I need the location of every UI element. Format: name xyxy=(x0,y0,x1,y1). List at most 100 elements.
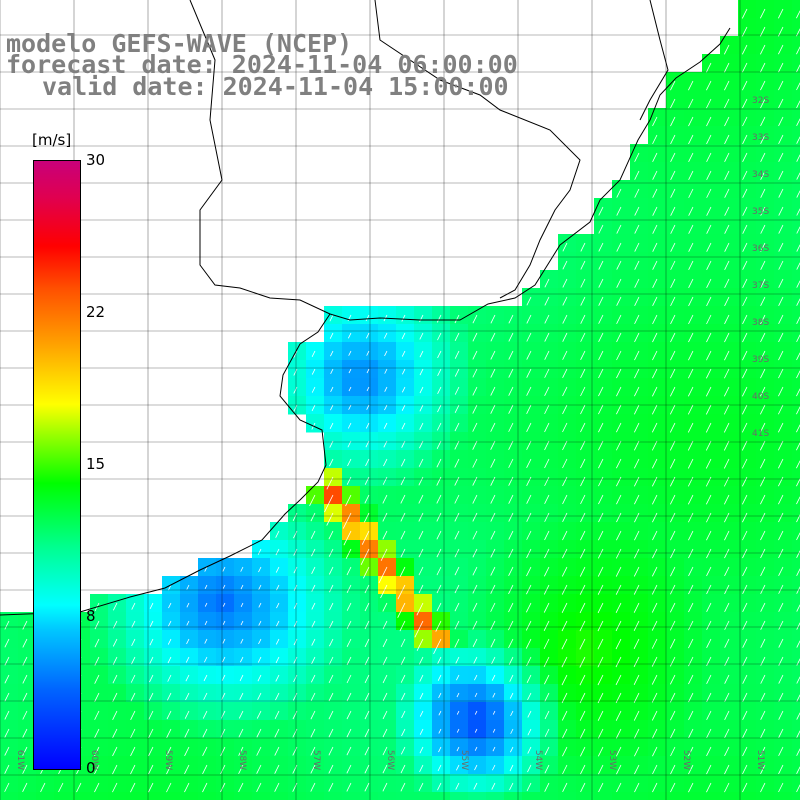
wind-arrow xyxy=(724,638,730,648)
wind-arrow xyxy=(796,550,800,559)
wind-arrow xyxy=(742,242,748,252)
wind-arrow xyxy=(438,746,442,753)
wind-arrow xyxy=(4,782,10,792)
wind-arrow xyxy=(274,728,280,738)
wind-arrow xyxy=(634,242,640,252)
wind-arrow xyxy=(616,494,622,505)
wind-speed-cell xyxy=(90,792,109,800)
wind-arrow xyxy=(490,314,496,324)
wind-arrow xyxy=(759,404,766,415)
wind-arrow xyxy=(778,764,784,775)
wind-arrow xyxy=(364,764,370,774)
wind-arrow xyxy=(760,782,766,793)
wind-arrow xyxy=(688,314,694,325)
wind-arrow xyxy=(168,620,172,627)
wind-arrow xyxy=(688,188,694,198)
wind-arrow xyxy=(778,674,784,684)
wind-arrow xyxy=(652,134,658,145)
wind-arrow xyxy=(669,602,676,613)
wind-arrow xyxy=(634,206,640,216)
wind-arrow xyxy=(184,764,190,775)
wind-arrow xyxy=(652,728,658,739)
wind-arrow xyxy=(437,782,442,791)
wind-arrow xyxy=(724,674,730,684)
wind-arrow xyxy=(397,602,406,618)
wind-speed-cell xyxy=(792,792,800,800)
wind-arrow xyxy=(328,764,334,774)
wind-arrow xyxy=(687,422,694,433)
wind-arrow xyxy=(258,584,262,590)
wind-speed-cell xyxy=(666,792,685,800)
wind-arrow xyxy=(796,64,800,73)
wind-arrow xyxy=(326,512,334,526)
wind-arrow xyxy=(597,566,604,577)
wind-arrow xyxy=(562,440,568,451)
wind-arrow xyxy=(724,512,730,523)
wind-arrow xyxy=(454,314,460,324)
wind-speed-cell xyxy=(792,576,800,595)
wind-arrow xyxy=(454,404,460,413)
wind-arrow xyxy=(508,440,514,450)
wind-arrow xyxy=(742,188,748,198)
wind-arrow xyxy=(238,746,244,756)
wind-arrow xyxy=(508,620,514,631)
wind-speed-cell xyxy=(756,792,775,800)
wind-arrow xyxy=(311,620,316,628)
wind-arrow xyxy=(741,386,748,397)
wind-arrow xyxy=(436,512,442,522)
wind-arrow xyxy=(670,332,676,343)
wind-arrow xyxy=(544,782,550,792)
wind-arrow xyxy=(706,296,712,307)
wind-arrow xyxy=(796,622,800,630)
wind-arrow xyxy=(382,674,388,684)
wind-arrow xyxy=(149,602,154,609)
wind-arrow xyxy=(328,566,334,575)
wind-arrow xyxy=(562,494,568,505)
wind-arrow xyxy=(561,620,568,632)
wind-arrow xyxy=(346,620,352,629)
wind-arrow xyxy=(724,314,730,325)
wind-arrow xyxy=(311,602,316,610)
wind-arrow xyxy=(796,460,800,469)
wind-arrow xyxy=(562,458,568,469)
wind-arrow xyxy=(760,206,766,216)
wind-arrow xyxy=(454,584,460,594)
wind-arrow xyxy=(778,386,784,397)
wind-arrow xyxy=(580,494,586,505)
wind-arrow xyxy=(454,530,460,540)
wind-arrow xyxy=(167,656,172,664)
wind-arrow xyxy=(112,674,118,684)
wind-arrow xyxy=(778,242,784,252)
wind-arrow xyxy=(598,332,604,343)
wind-arrow xyxy=(112,746,118,757)
wind-arrow xyxy=(491,782,496,790)
wind-arrow xyxy=(634,314,640,325)
wind-arrow xyxy=(580,512,586,523)
wind-arrow xyxy=(276,584,280,591)
wind-arrow xyxy=(724,746,730,757)
wind-arrow xyxy=(186,638,190,645)
wind-arrow xyxy=(526,422,532,433)
wind-arrow xyxy=(544,728,550,737)
wind-arrow xyxy=(204,656,208,663)
wind-arrow xyxy=(634,368,640,379)
wind-arrow xyxy=(796,334,800,343)
wind-arrow xyxy=(688,692,694,703)
wind-arrow xyxy=(760,134,766,145)
lon-label: 51W xyxy=(755,750,765,770)
wind-arrow xyxy=(22,674,28,684)
wind-arrow xyxy=(705,62,712,73)
wind-arrow xyxy=(652,386,658,397)
wind-arrow xyxy=(598,458,604,469)
wind-arrow xyxy=(416,602,424,616)
wind-arrow xyxy=(399,566,406,578)
wind-arrow xyxy=(778,728,784,738)
wind-speed-cell xyxy=(396,792,415,800)
wind-arrow xyxy=(401,386,406,393)
wind-arrow xyxy=(652,494,658,505)
wind-arrow xyxy=(400,530,406,540)
lat-label: 40S xyxy=(752,392,769,402)
wind-speed-cell xyxy=(468,792,487,800)
wind-arrow xyxy=(418,458,424,467)
